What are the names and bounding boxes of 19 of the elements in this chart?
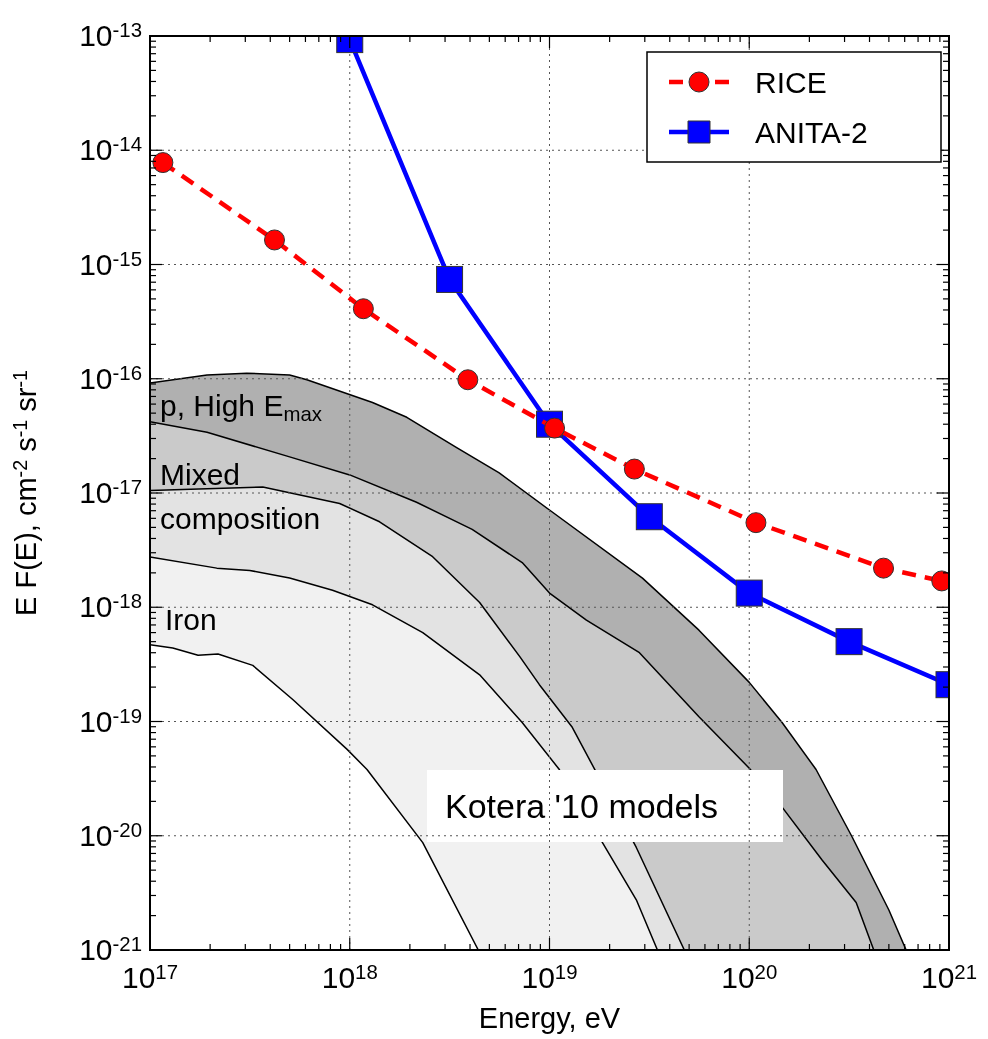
x-tick-label: 10$^{19}$ <box>521 961 578 994</box>
x-tick-label: 10$^{20}$ <box>721 961 778 994</box>
annotation: Kotera '10 models <box>445 787 718 825</box>
y-tick-label: 10$^{-15}$ <box>79 247 142 281</box>
y-tick-label: 10$^{-19}$ <box>79 704 142 738</box>
annotation: p, High E$_{max}$ <box>160 389 322 425</box>
x-axis-title: Energy, eV <box>478 1002 621 1034</box>
y-tick-label: 10$^{-17}$ <box>79 476 142 509</box>
y-tick-label: 10$^{-14}$ <box>79 133 142 167</box>
annotation: Iron <box>165 603 217 636</box>
y-tick-label: 10$^{-13}$ <box>79 19 142 52</box>
y-tick-label: 10$^{-16}$ <box>79 361 142 395</box>
legend-label: ANITA-2 <box>755 116 868 149</box>
annotation: Mixed composition <box>160 458 321 535</box>
legend-label: RICE <box>755 66 827 99</box>
y-tick-label: 10$^{-18}$ <box>79 590 142 624</box>
x-tick-label: 10$^{18}$ <box>321 961 378 994</box>
y-tick-label: 10$^{-20}$ <box>79 818 142 852</box>
x-tick-label: 10$^{21}$ <box>920 961 978 994</box>
